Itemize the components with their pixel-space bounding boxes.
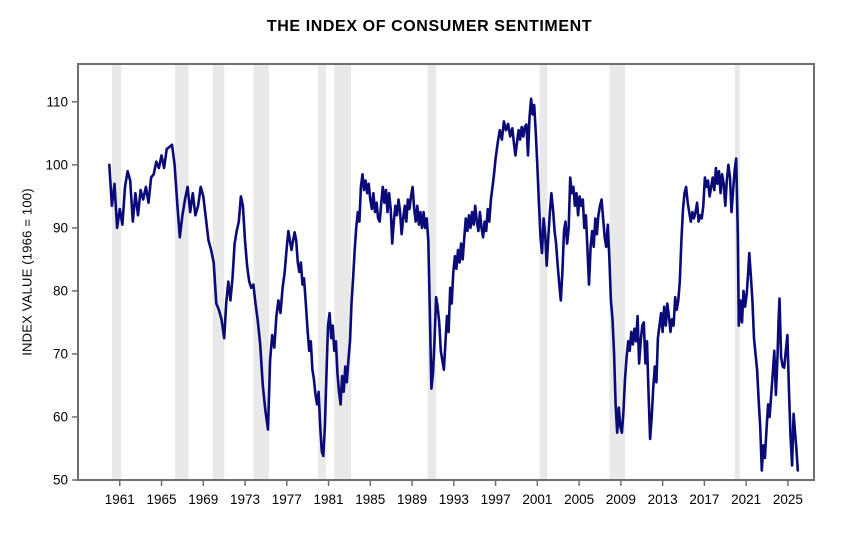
plot-border xyxy=(77,63,815,481)
y-axis-title: INDEX VALUE (1966 = 100) xyxy=(19,188,35,356)
y-tick-label: 50 xyxy=(53,473,68,488)
recession-band xyxy=(609,64,626,480)
x-tick-label: 1985 xyxy=(355,492,385,507)
x-tick-label: 2013 xyxy=(648,492,678,507)
x-tick-label: 2021 xyxy=(731,492,761,507)
y-tick-label: 100 xyxy=(45,157,68,172)
recession-band xyxy=(175,64,189,480)
y-tick-label: 110 xyxy=(46,94,68,109)
recession-band xyxy=(427,64,437,480)
x-tick-label: 2017 xyxy=(689,492,719,507)
x-tick-label: 1969 xyxy=(188,492,218,507)
x-tick-label: 1989 xyxy=(397,492,427,507)
recession-band xyxy=(253,64,270,480)
x-tick-label: 1997 xyxy=(481,492,511,507)
sentiment-line xyxy=(108,97,800,472)
recession-band xyxy=(212,64,225,480)
recession-band xyxy=(539,64,548,480)
recession-band xyxy=(318,64,326,480)
x-tick-label: 1993 xyxy=(439,492,469,507)
y-tick-label: 70 xyxy=(53,346,68,361)
x-tick-label: 1961 xyxy=(105,492,135,507)
x-tick-label: 2009 xyxy=(606,492,636,507)
x-tick-label: 2005 xyxy=(564,492,594,507)
x-tick-label: 2025 xyxy=(773,492,803,507)
x-tick-label: 1977 xyxy=(272,492,302,507)
y-tick-label: 90 xyxy=(53,220,68,235)
chart-title: THE INDEX OF CONSUMER SENTIMENT xyxy=(266,18,593,35)
y-tick-label: 60 xyxy=(53,409,68,424)
recession-band xyxy=(111,64,122,480)
x-tick-label: 1981 xyxy=(314,492,344,507)
y-tick-label: 80 xyxy=(53,283,68,298)
x-tick-label: 1973 xyxy=(230,492,260,507)
recession-band xyxy=(334,64,351,480)
x-tick-label: 1965 xyxy=(146,492,176,507)
x-tick-label: 2001 xyxy=(522,492,552,507)
